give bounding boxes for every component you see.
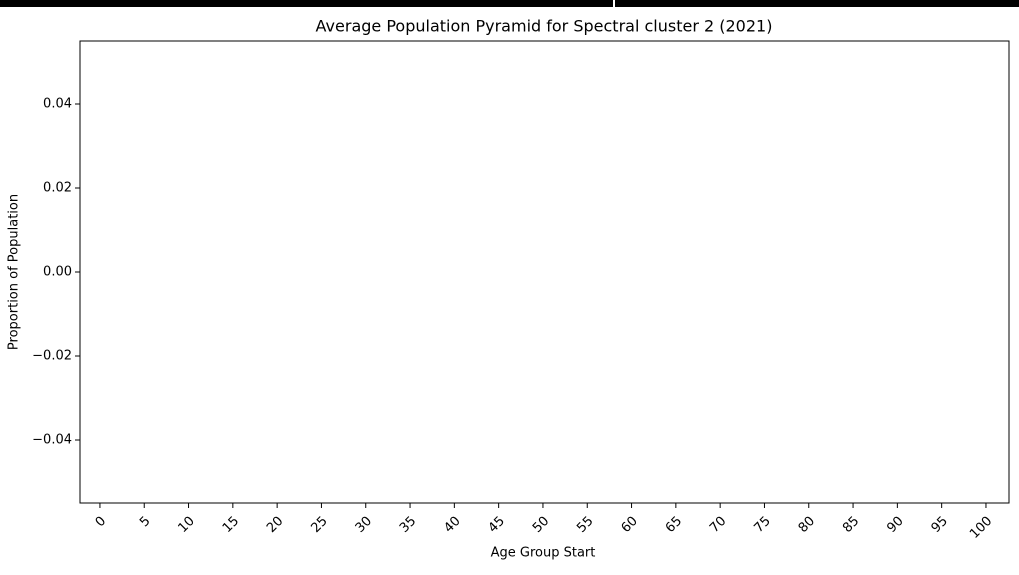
axes-frame (79, 40, 1010, 504)
y-tick-label: −0.02 (32, 349, 72, 364)
y-tick-label: 0.02 (43, 181, 72, 196)
x-tick-label: 35 (397, 514, 419, 536)
x-tick-label: 15 (220, 514, 242, 536)
x-tick-label: 0 (93, 514, 109, 530)
y-tick-label: 0.00 (43, 265, 72, 280)
x-tick-label: 45 (486, 514, 508, 536)
x-tick-label: 40 (441, 514, 463, 536)
x-axis-label: Age Group Start (491, 546, 596, 561)
x-tick-label: 90 (884, 514, 906, 536)
x-tick-label: 5 (137, 514, 153, 530)
x-tick-label: 10 (176, 514, 198, 536)
chart-title: Average Population Pyramid for Spectral … (316, 17, 773, 36)
y-tick-label: 0.04 (43, 97, 72, 112)
x-tick-label: 100 (967, 514, 995, 542)
x-tick-label: 85 (840, 514, 862, 536)
x-tick-label: 65 (663, 514, 685, 536)
x-tick-label: 30 (353, 514, 375, 536)
x-tick-label: 55 (574, 514, 596, 536)
x-tick-label: 25 (308, 514, 330, 536)
x-tick-label: 75 (751, 514, 773, 536)
x-tick-label: 95 (929, 514, 951, 536)
top-bar (615, 0, 1019, 7)
x-tick-label: 20 (264, 514, 286, 536)
x-tick-label: 60 (619, 514, 641, 536)
x-tick-label: 50 (530, 514, 552, 536)
y-tick-label: −0.04 (32, 433, 72, 448)
x-tick-label: 80 (796, 514, 818, 536)
y-axis-label: Proportion of Population (7, 194, 22, 350)
top-bar (0, 0, 613, 7)
x-tick-label: 70 (707, 514, 729, 536)
